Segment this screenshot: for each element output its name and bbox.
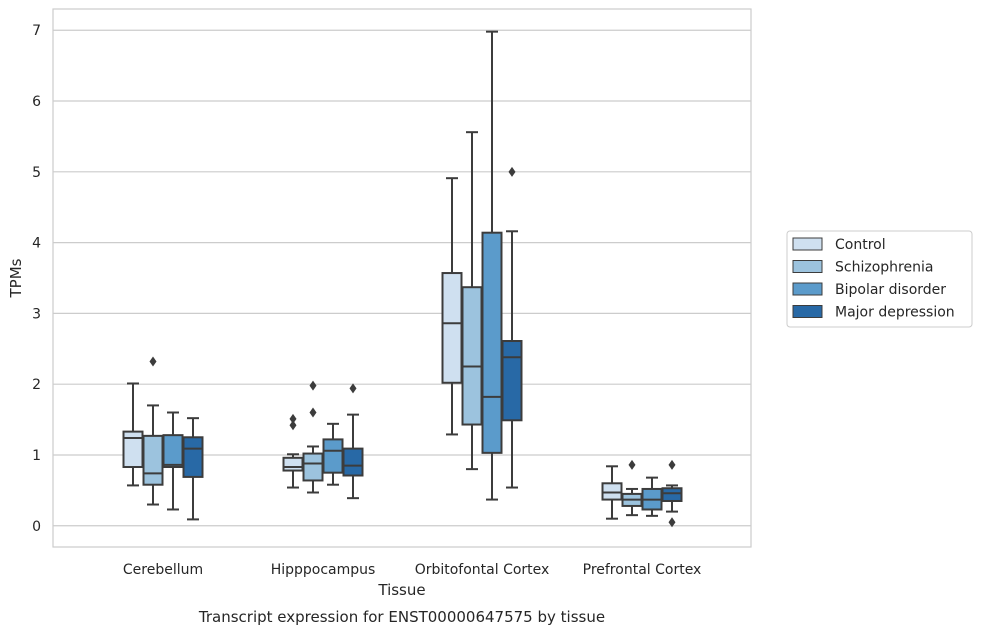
y-tick-label: 0 — [32, 519, 41, 535]
outlier-point — [309, 380, 317, 391]
y-tick-label: 1 — [32, 448, 41, 464]
legend: Control Schizophrenia Bipolar disorder Majo… — [786, 230, 973, 328]
y-tick-label: 3 — [32, 306, 41, 322]
box — [122, 382, 144, 487]
box-iqr — [142, 434, 164, 486]
outlier-point — [289, 420, 297, 431]
legend-swatch — [792, 305, 823, 318]
x-axis-label: Tissue — [377, 581, 425, 599]
legend-swatch — [792, 282, 823, 296]
box-iqr — [601, 482, 623, 501]
outlier-point — [668, 459, 676, 470]
box-iqr — [461, 286, 483, 426]
box-iqr — [302, 452, 324, 482]
y-tick-label: 5 — [32, 165, 41, 181]
outlier-point — [149, 356, 157, 367]
box — [302, 380, 324, 494]
x-tick-label: Cerebellum — [123, 562, 203, 578]
box-iqr — [122, 430, 144, 469]
legend-label: Bipolar disorder — [835, 282, 946, 298]
box — [621, 459, 643, 517]
y-axis-label: TPMs — [7, 258, 25, 298]
box-iqr — [342, 447, 364, 477]
box — [601, 465, 623, 520]
outlier-point — [289, 413, 297, 424]
legend-label: Major depression — [835, 305, 955, 321]
x-tick-labels: Cerebellum Hipppocampus Orbitofontal Corte… — [123, 562, 701, 578]
series-major-depression — [182, 166, 683, 528]
box-iqr — [481, 231, 503, 454]
x-tick-label: Prefrontal Cortex — [583, 562, 702, 578]
box — [162, 411, 184, 511]
chart-caption: Transcript expression for ENST0000064757… — [198, 608, 605, 626]
box — [481, 30, 503, 501]
series-control — [122, 177, 623, 520]
series-schizophrenia — [142, 131, 643, 517]
y-tick-label: 7 — [32, 23, 41, 39]
plot-area-frame — [52, 8, 752, 548]
outlier-point — [508, 166, 516, 177]
box-iqr — [441, 272, 463, 384]
box-iqr — [282, 456, 304, 472]
box — [661, 459, 683, 528]
y-tick-labels: 0 1 2 3 4 5 6 7 — [32, 23, 41, 535]
box — [342, 383, 364, 500]
outlier-point — [349, 383, 357, 394]
legend-label: Schizophrenia — [835, 260, 933, 276]
legend-swatch — [792, 260, 823, 273]
outlier-point — [668, 517, 676, 528]
box-iqr — [501, 340, 523, 422]
legend-frame — [786, 230, 973, 328]
outlier-point — [309, 407, 317, 418]
y-tick-label: 6 — [32, 94, 41, 110]
series-bipolar-disorder — [162, 30, 663, 517]
x-tick-label: Orbitofontal Cortex — [415, 562, 550, 578]
box — [182, 417, 204, 521]
y-tick-label: 2 — [32, 377, 41, 393]
box — [142, 356, 164, 506]
legend-label: Control — [835, 237, 886, 253]
box — [501, 166, 523, 489]
box-iqr — [162, 434, 184, 469]
box — [282, 413, 304, 489]
legend-swatch — [792, 237, 823, 251]
y-tick-label: 4 — [32, 236, 41, 252]
x-tick-label: Hipppocampus — [271, 562, 376, 578]
box-iqr — [182, 436, 204, 478]
box-iqr — [322, 438, 344, 474]
box — [461, 131, 483, 471]
box-iqr — [661, 487, 683, 502]
box-groups — [122, 30, 683, 528]
outlier-point — [628, 459, 636, 470]
